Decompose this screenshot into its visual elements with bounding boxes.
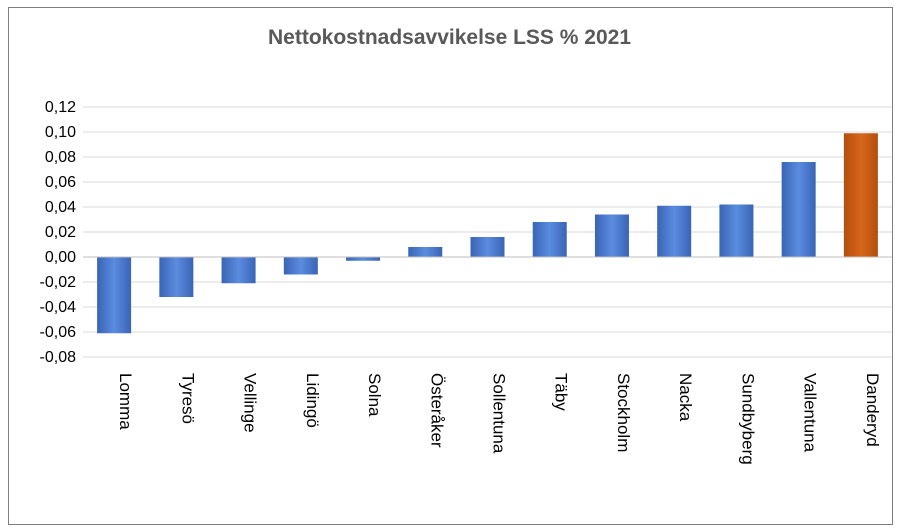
y-tick-label: 0,12 — [45, 99, 76, 116]
y-tick-label: -0,02 — [40, 274, 77, 291]
bars — [83, 133, 892, 334]
bar-7 — [470, 237, 505, 257]
y-tick-label: 0,06 — [45, 174, 76, 191]
y-tick-label: 0,04 — [45, 199, 76, 216]
x-category-label: Sundbyberg — [738, 373, 757, 465]
gridlines — [83, 106, 892, 358]
x-category-label: Lomma — [116, 373, 135, 430]
x-category-label: Vellinge — [241, 373, 260, 433]
x-category-label: Stockholm — [614, 373, 633, 452]
x-category-label: Danderyd — [863, 373, 882, 447]
bar-13 — [843, 133, 878, 257]
x-category-label: Vallentuna — [801, 373, 820, 453]
bar-1 — [97, 257, 132, 334]
bar-3 — [221, 257, 256, 284]
x-category-label: Lidingö — [303, 373, 322, 428]
bar-4 — [283, 257, 318, 275]
bar-12 — [781, 162, 816, 257]
x-category-label: Täby — [552, 373, 571, 411]
chart-title: Nettokostnadsavvikelse LSS % 2021 — [267, 26, 631, 49]
y-axis-ticks: 0,12 0,10 0,08 0,06 0,04 0,02 0,00 -0,02 -0,04 -0… — [40, 99, 77, 366]
category-labels: Lomma Tyresö Vellinge Lidingö Solna Österåker… — [116, 373, 882, 465]
y-tick-label: -0,06 — [40, 324, 77, 341]
x-category-label: Österåker — [427, 373, 446, 448]
bar-5 — [346, 257, 381, 261]
bar-9 — [594, 214, 629, 257]
x-category-label: Nacka — [676, 373, 695, 422]
bar-10 — [657, 205, 692, 257]
bar-11 — [719, 204, 754, 257]
bar-6 — [408, 247, 443, 257]
y-tick-label: 0,02 — [45, 224, 76, 241]
chart-frame — [8, 7, 893, 525]
bar-2 — [159, 257, 194, 297]
x-category-label: Solna — [365, 373, 384, 417]
y-tick-label: -0,08 — [40, 349, 77, 366]
y-tick-label: -0,04 — [40, 299, 77, 316]
bar-8 — [532, 222, 567, 257]
x-category-label: Sollentuna — [490, 373, 509, 454]
y-tick-label: 0,00 — [45, 249, 76, 266]
x-category-label: Tyresö — [178, 373, 197, 424]
y-tick-label: 0,10 — [45, 124, 76, 141]
y-tick-label: 0,08 — [45, 149, 76, 166]
